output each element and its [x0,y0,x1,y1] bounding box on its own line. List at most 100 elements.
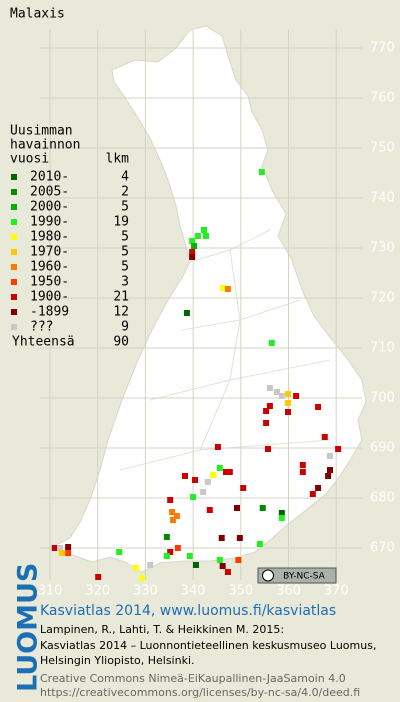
observation [186,553,193,559]
legend-label: 1950- [30,275,69,290]
citation: Helsingin Yliopisto, Helsinki. [40,654,195,667]
legend-count: 21 [113,290,129,305]
observation [192,477,199,483]
y-tick-label: 770 [370,41,395,56]
y-tick-label: 720 [370,291,395,306]
observation [174,545,181,551]
x-tick-label: 310 [38,584,63,599]
y-tick-label: 750 [370,141,395,156]
observation [299,462,306,468]
observation [326,467,333,473]
y-tick-label: 710 [370,341,395,356]
x-tick-label: 340 [181,584,206,599]
observation [173,513,180,519]
legend-label: 1990- [30,215,69,230]
y-tick-label: 690 [370,441,395,456]
observation [293,393,300,399]
title: Malaxis [10,7,65,22]
legend-count: 4 [121,170,129,185]
observation [220,285,227,291]
observation [278,515,285,521]
legend-swatch [11,234,17,240]
observation [256,541,263,547]
legend-swatch [11,219,17,225]
observation [236,535,243,541]
observation [233,505,240,511]
observation [163,553,170,559]
badge-box [257,567,337,584]
observation [181,473,188,479]
observation [194,233,201,239]
observation [132,565,139,571]
legend-label: ??? [30,320,53,335]
observation [219,563,226,569]
observation [202,233,209,239]
observation [223,469,230,475]
observation [139,575,146,581]
legend-swatch [11,189,17,195]
observation [264,446,271,452]
observation [285,409,292,415]
observation [216,465,223,471]
x-tick-label: 350 [228,584,253,599]
legend-count: 19 [113,215,129,230]
y-tick-label: 680 [370,491,395,506]
legend-label: 1900- [30,290,69,305]
legend-swatch [11,309,17,315]
observation [266,403,273,409]
legend-label: 1960- [30,260,69,275]
legend-label: 1970- [30,245,69,260]
observation [57,545,64,551]
observation [335,446,342,452]
observation [224,286,231,292]
legend-count: 5 [121,200,129,215]
license-url: https://creativecommons.org/licenses/by-… [40,686,360,699]
observation [170,517,177,523]
observation [263,408,270,414]
observation [285,391,292,397]
license-text: Creative Commons Nimeä-EiKaupallinen-Jaa… [40,672,346,685]
legend-swatch [11,279,17,285]
observation [224,569,231,575]
legend-swatch [11,174,17,180]
badge-text: BY-NC-SA [283,572,326,582]
legend-label: 2010- [30,170,69,185]
legend-label: 2000- [30,200,69,215]
observation [214,444,221,450]
legend-swatch [11,204,17,210]
legend-header: vuosi [10,152,49,167]
observation [235,557,242,563]
legend-swatch [11,294,17,300]
observation [169,509,176,515]
x-tick-label: 370 [324,584,349,599]
observation [189,249,196,255]
legend-label: 1980- [30,230,69,245]
legend-count: 3 [121,275,129,290]
legend-swatch [11,264,17,270]
y-tick-label: 730 [370,241,395,256]
observation [321,434,328,440]
observation [189,238,196,244]
observation [299,469,306,475]
legend-count: 9 [121,320,129,335]
observation [266,385,273,391]
observation [167,497,174,503]
legend-count: 5 [121,230,129,245]
legend-label: 2005- [30,185,69,200]
observation [210,472,217,478]
observation [309,491,316,497]
observation [147,562,154,568]
legend-count: 2 [121,185,129,200]
observation [278,510,285,516]
observation [326,453,333,459]
legend-header: havainnon [10,138,80,153]
observation [206,507,213,513]
headline: Kasviatlas 2014, www.luomus.fi/kasviatla… [40,603,336,619]
observation [278,393,285,399]
legend-label: -1899 [30,305,69,320]
legend-count: 12 [113,305,129,320]
observation [274,389,281,395]
province-borders [119,229,331,471]
